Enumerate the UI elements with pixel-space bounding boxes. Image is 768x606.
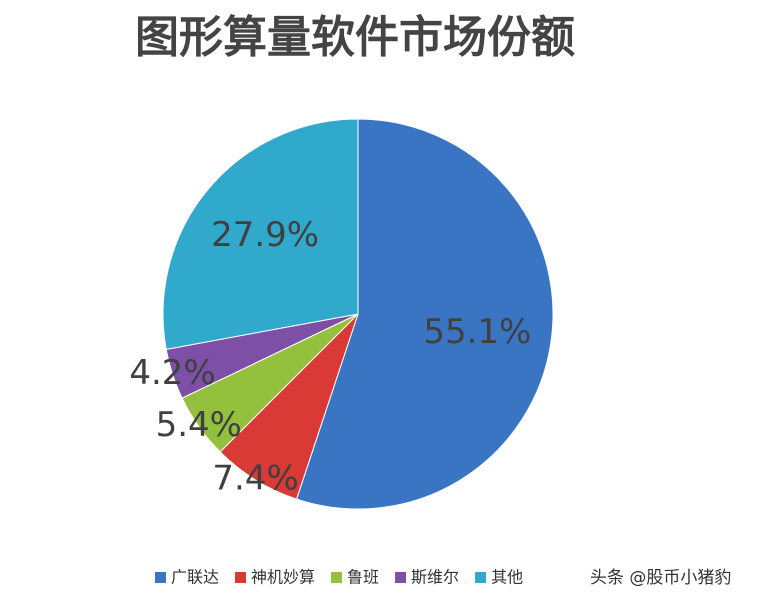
legend-label: 神机妙算 [251, 568, 315, 587]
data-label: 4.2% [129, 353, 215, 393]
legend-swatch [235, 572, 247, 583]
legend-label: 其他 [491, 568, 523, 587]
legend-swatch [331, 572, 343, 583]
legend-label: 广联达 [171, 568, 219, 587]
legend-label: 斯维尔 [411, 568, 459, 587]
legend-swatch [155, 572, 166, 583]
data-label: 27.9% [211, 215, 319, 255]
legend-swatch [475, 572, 487, 583]
data-label: 7.4% [212, 458, 298, 498]
legend-swatch [395, 572, 407, 583]
data-label: 5.4% [156, 405, 242, 445]
legend-label: 鲁班 [347, 568, 379, 587]
data-label: 55.1% [423, 312, 531, 352]
watermark: 头条 @股币小猪豹 [590, 568, 731, 588]
chart-title: 图形算量软件市场份额 [135, 12, 575, 63]
pie-slice [162, 118, 359, 350]
pie-slice [295, 118, 554, 510]
